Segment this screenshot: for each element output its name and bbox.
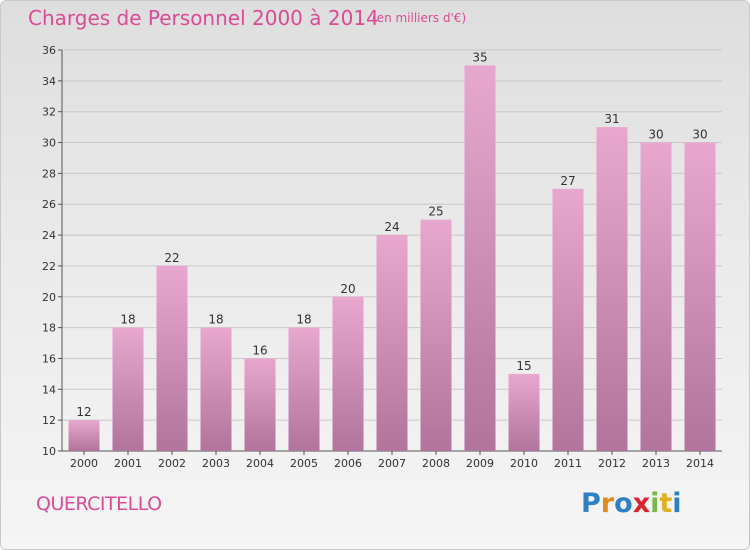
y-tick-label: 16 (42, 352, 56, 365)
bar (464, 65, 496, 451)
y-tick-label: 10 (42, 445, 56, 458)
logo-letter: t (659, 488, 673, 519)
x-tick-label: 2000 (70, 457, 98, 470)
bar-value-label: 18 (120, 313, 135, 327)
bar-value-label: 27 (560, 174, 575, 188)
logo-letter: i (650, 488, 660, 519)
bar-value-label: 20 (340, 282, 355, 296)
logo-letter: r (600, 488, 615, 519)
y-tick-label: 32 (42, 106, 56, 119)
y-tick-label: 26 (42, 198, 56, 211)
y-tick-label: 14 (42, 383, 56, 396)
y-tick-label: 24 (42, 229, 56, 242)
bar (156, 265, 188, 451)
bar (112, 327, 144, 451)
x-tick-label: 2006 (334, 457, 362, 470)
x-tick-label: 2008 (422, 457, 450, 470)
bar-value-label: 18 (208, 313, 223, 327)
bar-value-label: 12 (76, 405, 91, 419)
x-tick-label: 2002 (158, 457, 186, 470)
bar-value-label: 30 (692, 128, 707, 142)
bars (68, 65, 716, 452)
proxiti-logo: Proxiti (581, 488, 682, 519)
x-tick-label: 2011 (554, 457, 582, 470)
y-tick-label: 30 (42, 137, 56, 150)
bar (376, 235, 408, 451)
logo-letter: o (614, 488, 633, 519)
bar-value-label: 16 (252, 343, 267, 357)
bar-value-label: 30 (648, 128, 663, 142)
bar (552, 188, 584, 452)
y-tick-label: 20 (42, 291, 56, 304)
bar (596, 127, 628, 451)
y-tick-label: 36 (42, 44, 56, 57)
axes: 10 12 14 16 18 20 22 24 26 28 30 32 34 36 (42, 44, 722, 458)
x-tick-label: 2001 (114, 457, 142, 470)
y-tick-label: 34 (42, 75, 56, 88)
x-tick-label: 2009 (466, 457, 494, 470)
bar-value-label: 22 (164, 251, 179, 265)
bar-value-label: 25 (428, 205, 443, 219)
x-tick-label: 2010 (510, 457, 538, 470)
logo-letter: P (581, 488, 601, 519)
x-tick-label: 2012 (598, 457, 626, 470)
bar (420, 219, 452, 451)
bar (684, 142, 716, 452)
logo-letter: i (672, 488, 682, 519)
bar-value-label: 15 (516, 359, 531, 373)
y-tick-label: 18 (42, 322, 56, 335)
bar (640, 142, 672, 452)
x-tick-label: 2007 (378, 457, 406, 470)
y-tick-label: 22 (42, 260, 56, 273)
bar-value-label: 24 (384, 220, 399, 234)
chart-subtitle: (en milliers d'€) (372, 11, 467, 25)
x-tick-label: 2004 (246, 457, 274, 470)
bar (244, 358, 276, 451)
bar (200, 327, 232, 451)
x-tick-label: 2013 (642, 457, 670, 470)
chart-title: Charges de Personnel 2000 à 2014 (28, 6, 379, 30)
bar (332, 296, 364, 451)
bar (288, 327, 320, 451)
x-tick-label: 2003 (202, 457, 230, 470)
bar-value-label: 18 (296, 313, 311, 327)
x-tick-label: 2014 (686, 457, 714, 470)
bar-value-label: 35 (472, 50, 487, 64)
labels: 12 2000 18 2001 22 2002 18 2003 16 2004 18 2005 20 20… (70, 50, 714, 470)
logo-letter: x (632, 488, 651, 519)
x-tick-label: 2005 (290, 457, 318, 470)
commune-name: QUERCITELLO (36, 493, 162, 515)
bar-value-label: 31 (604, 112, 619, 126)
bar (68, 420, 100, 451)
y-tick-label: 12 (42, 414, 56, 427)
y-tick-label: 28 (42, 167, 56, 180)
bar (508, 373, 540, 451)
